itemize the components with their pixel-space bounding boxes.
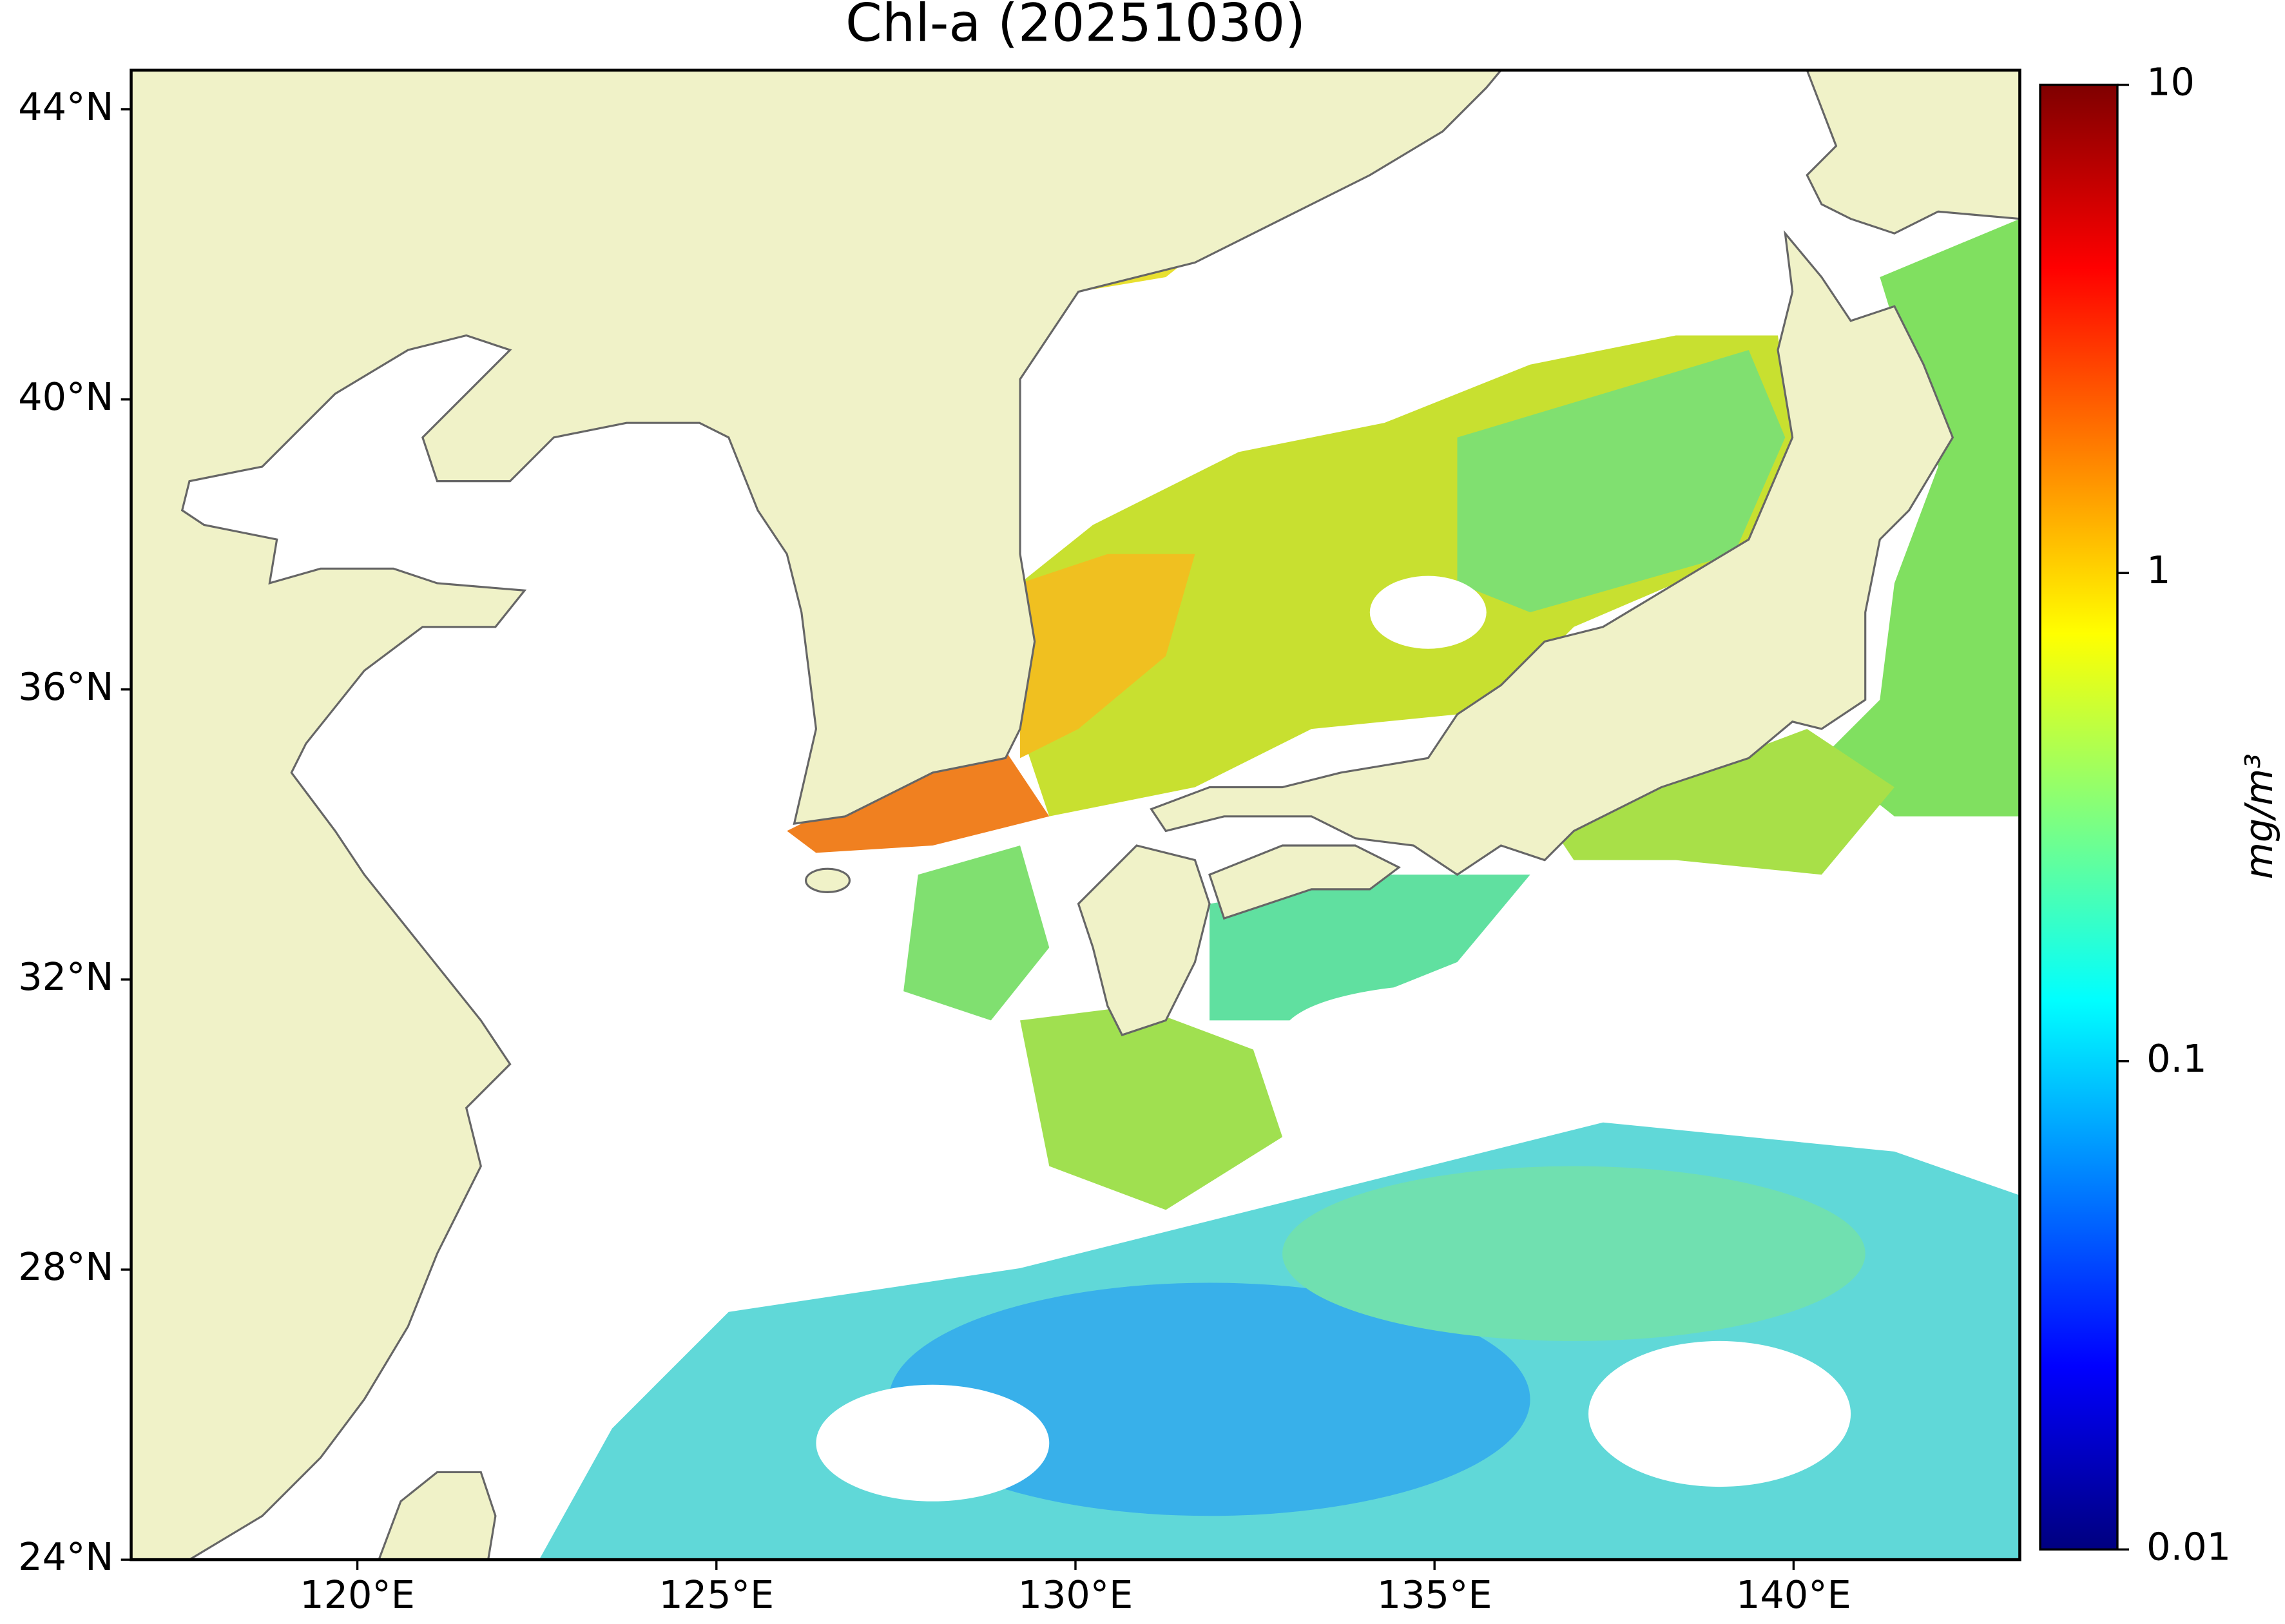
- chl-patch: [889, 1282, 1530, 1516]
- map-area: [131, 70, 2020, 1560]
- chl-patch: [1545, 729, 1895, 875]
- cloud: [1369, 575, 1487, 649]
- land-hokkaido: [1806, 70, 2020, 235]
- y-tick-label: 36°N: [18, 664, 113, 709]
- x-tick-label: 135°E: [1377, 1572, 1492, 1617]
- chl-patch: [1282, 1166, 1866, 1341]
- colorbar-tick-label: 0.1: [2146, 1036, 2206, 1081]
- land-shikoku: [1208, 844, 1402, 920]
- land-honshu: [1150, 230, 1954, 876]
- chl-patch: [1821, 218, 2020, 817]
- land-kyushu: [1077, 844, 1211, 1036]
- cloud: [1588, 1340, 1851, 1487]
- y-tick-label: 44°N: [18, 84, 113, 129]
- y-tick-label: 32°N: [18, 954, 113, 999]
- chl-patch: [903, 846, 1050, 1021]
- land-jeju: [805, 867, 851, 893]
- x-tick-label: 120°E: [300, 1572, 415, 1617]
- y-tick-label: 28°N: [18, 1244, 113, 1289]
- chl-patch: [1210, 875, 1530, 1021]
- colorbar-tick-label: 10: [2146, 60, 2195, 104]
- y-tick-label: 40°N: [18, 374, 113, 419]
- x-tick-label: 140°E: [1736, 1572, 1851, 1617]
- y-tick-label: 24°N: [18, 1534, 113, 1579]
- land-taiwan: [378, 1471, 497, 1560]
- chl-patch: [1457, 350, 1786, 613]
- land-mainland: [131, 70, 1503, 1560]
- x-tick-label: 125°E: [659, 1572, 774, 1617]
- cloud: [1282, 983, 1632, 1087]
- colorbar-label: mg/m³: [2237, 753, 2281, 879]
- chl-patch: [787, 751, 1050, 853]
- colorbar-tick-label: 0.01: [2146, 1524, 2231, 1569]
- chl-patch: [1020, 554, 1195, 759]
- x-tick-label: 130°E: [1018, 1572, 1133, 1617]
- map-title: Chl-a (20251030): [845, 0, 1306, 54]
- colorbar: [2039, 83, 2119, 1551]
- chl-patch: [1020, 1005, 1283, 1210]
- cloud: [816, 1384, 1050, 1502]
- colorbar-tick-label: 1: [2146, 548, 2170, 592]
